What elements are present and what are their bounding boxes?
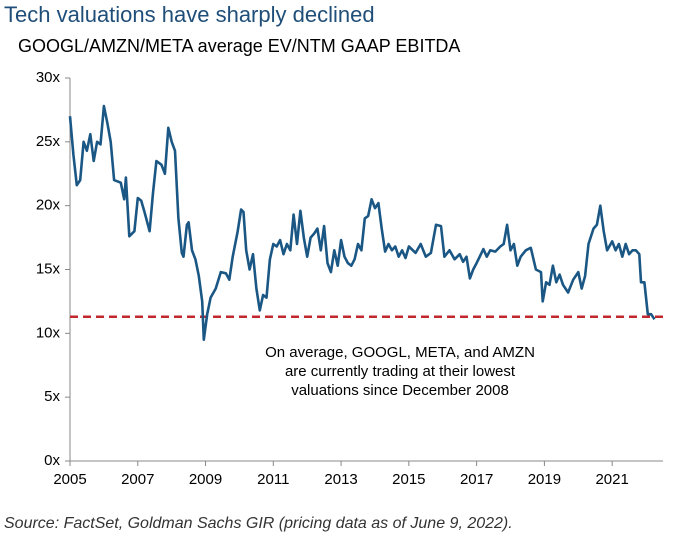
- line-series: [68, 104, 656, 341]
- x-tick-label: 2015: [392, 471, 425, 488]
- annotation: are currently trading at their lowest: [285, 363, 516, 380]
- y-tick-label: 15x: [36, 260, 61, 277]
- y-tick-label: 25x: [36, 133, 61, 150]
- chart-title: Tech valuations have sharply declined: [4, 2, 375, 27]
- x-tick-label: 2013: [324, 471, 357, 488]
- x-tick-label: 2021: [595, 471, 628, 488]
- x-tick-label: 2007: [121, 471, 154, 488]
- y-tick-label: 0x: [44, 452, 60, 469]
- annotation: On average, GOOGL, META, and AMZN: [265, 344, 535, 361]
- annotation: valuations since December 2008: [291, 382, 509, 399]
- source-note: Source: FactSet, Goldman Sachs GIR (pric…: [4, 515, 513, 532]
- x-tick-label: 2011: [257, 471, 289, 488]
- x-tick-label: 2009: [189, 471, 222, 488]
- y-tick-label: 20x: [36, 197, 61, 214]
- x-tick-label: 2005: [53, 471, 86, 488]
- x-tick-label: 2019: [528, 471, 561, 488]
- y-tick-label: 10x: [36, 324, 61, 341]
- x-tick-label: 2017: [460, 471, 493, 488]
- y-tick-label: 5x: [44, 388, 60, 405]
- y-tick-label: 30x: [36, 69, 61, 86]
- chart-subtitle: GOOGL/AMZN/META average EV/NTM GAAP EBIT…: [18, 36, 460, 56]
